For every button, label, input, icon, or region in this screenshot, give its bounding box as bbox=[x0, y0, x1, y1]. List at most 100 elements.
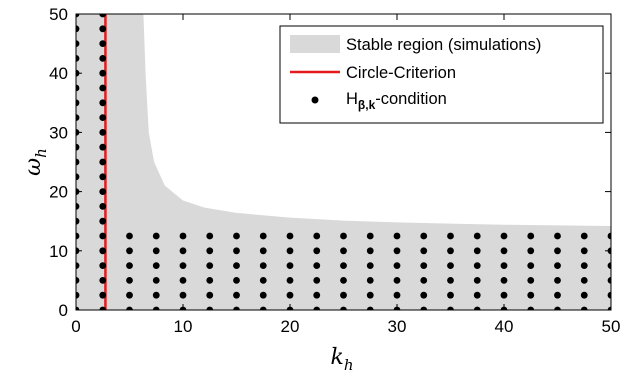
y-tick-label: 10 bbox=[49, 242, 68, 261]
h-condition-point bbox=[76, 114, 80, 121]
h-condition-point bbox=[366, 262, 374, 269]
h-condition-point bbox=[233, 277, 240, 284]
y-tick-label: 50 bbox=[49, 5, 68, 24]
h-condition-point bbox=[259, 247, 267, 255]
h-condition-point bbox=[554, 277, 561, 284]
x-axis-label-sub: h bbox=[344, 356, 354, 374]
h-condition-point bbox=[233, 232, 240, 240]
h-condition-point bbox=[393, 247, 401, 255]
x-tick-label: 20 bbox=[281, 317, 300, 336]
x-tick-label: 40 bbox=[495, 317, 514, 336]
h-condition-point bbox=[580, 262, 588, 269]
h-condition-point bbox=[152, 291, 160, 299]
h-condition-point bbox=[607, 291, 611, 299]
h-condition-point bbox=[76, 291, 80, 299]
h-condition-point bbox=[527, 232, 535, 240]
legend-label-points-main: H bbox=[346, 90, 358, 108]
h-condition-point bbox=[607, 277, 611, 284]
h-condition-point bbox=[554, 247, 561, 255]
h-condition-point bbox=[206, 277, 214, 284]
h-condition-point bbox=[447, 262, 454, 269]
h-condition-point bbox=[527, 291, 535, 299]
plot-area bbox=[76, 14, 611, 310]
h-condition-point bbox=[607, 232, 611, 240]
h-condition-point bbox=[313, 247, 321, 255]
h-condition-point bbox=[580, 232, 588, 240]
h-condition-point bbox=[126, 247, 133, 255]
h-condition-point bbox=[99, 217, 107, 225]
h-condition-point bbox=[99, 69, 107, 77]
h-condition-point bbox=[76, 306, 80, 310]
h-condition-point bbox=[99, 306, 107, 310]
h-condition-point bbox=[286, 247, 294, 255]
h-condition-point bbox=[420, 247, 428, 255]
h-condition-point bbox=[76, 158, 80, 166]
h-condition-point bbox=[99, 14, 107, 18]
h-condition-point bbox=[206, 262, 214, 269]
h-condition-point bbox=[179, 232, 187, 240]
h-condition-point bbox=[99, 114, 107, 121]
legend-label-points: Hβ,k-condition bbox=[346, 90, 447, 112]
h-condition-point bbox=[259, 277, 267, 284]
plot-frame bbox=[75, 13, 612, 311]
h-condition-point bbox=[126, 291, 133, 299]
h-condition-point bbox=[366, 247, 374, 255]
h-condition-point bbox=[259, 262, 267, 269]
h-condition-point bbox=[580, 291, 588, 299]
legend-label-circle: Circle-Criterion bbox=[346, 64, 456, 82]
x-tick-label: 30 bbox=[388, 317, 407, 336]
h-condition-point bbox=[580, 247, 588, 255]
x-axis-label-main: k bbox=[330, 345, 343, 370]
h-condition-point bbox=[76, 217, 80, 225]
h-condition-point bbox=[259, 232, 267, 240]
h-condition-point bbox=[76, 262, 80, 269]
h-condition-point bbox=[76, 25, 80, 33]
h-condition-point bbox=[366, 291, 374, 299]
h-condition-point bbox=[126, 232, 133, 240]
h-condition-point bbox=[99, 99, 107, 107]
h-condition-point bbox=[286, 232, 294, 240]
h-condition-point bbox=[447, 306, 454, 310]
h-condition-point bbox=[527, 277, 535, 284]
h-condition-point bbox=[366, 306, 374, 310]
h-condition-point bbox=[313, 277, 321, 284]
h-condition-point bbox=[76, 14, 80, 18]
legend-swatch-points bbox=[311, 96, 319, 104]
h-condition-point bbox=[179, 247, 187, 255]
h-condition-point bbox=[500, 247, 508, 255]
legend: Stable region (simulations) Circle-Crite… bbox=[279, 25, 604, 124]
h-condition-point bbox=[99, 291, 107, 299]
y-tick-label: 30 bbox=[49, 123, 68, 142]
h-condition-point bbox=[99, 203, 107, 210]
h-condition-point bbox=[393, 262, 401, 269]
h-condition-point bbox=[152, 262, 160, 269]
h-condition-point bbox=[313, 291, 321, 299]
legend-label-points-suffix: -condition bbox=[375, 90, 447, 108]
h-condition-point bbox=[527, 247, 535, 255]
h-condition-point bbox=[259, 291, 267, 299]
h-condition-point bbox=[76, 173, 80, 181]
h-condition-point bbox=[76, 203, 80, 210]
h-condition-point bbox=[500, 262, 508, 269]
h-condition-point bbox=[313, 306, 321, 310]
legend-label-stable: Stable region (simulations) bbox=[346, 36, 541, 54]
h-condition-point bbox=[152, 232, 160, 240]
h-condition-point bbox=[126, 277, 133, 284]
h-condition-point bbox=[99, 158, 107, 166]
h-condition-point bbox=[76, 277, 80, 284]
legend-label-points-sub: β,k bbox=[358, 98, 376, 112]
h-condition-point bbox=[554, 306, 561, 310]
h-condition-point bbox=[447, 247, 454, 255]
h-condition-point bbox=[206, 232, 214, 240]
h-condition-point bbox=[233, 262, 240, 269]
h-condition-point bbox=[179, 277, 187, 284]
h-condition-point bbox=[152, 306, 160, 310]
h-condition-point bbox=[473, 232, 481, 240]
h-condition-point bbox=[233, 291, 240, 299]
h-condition-point bbox=[99, 262, 107, 269]
x-tick-label: 10 bbox=[174, 317, 193, 336]
h-condition-point bbox=[76, 143, 80, 151]
h-condition-point bbox=[179, 291, 187, 299]
h-condition-point bbox=[99, 247, 107, 255]
